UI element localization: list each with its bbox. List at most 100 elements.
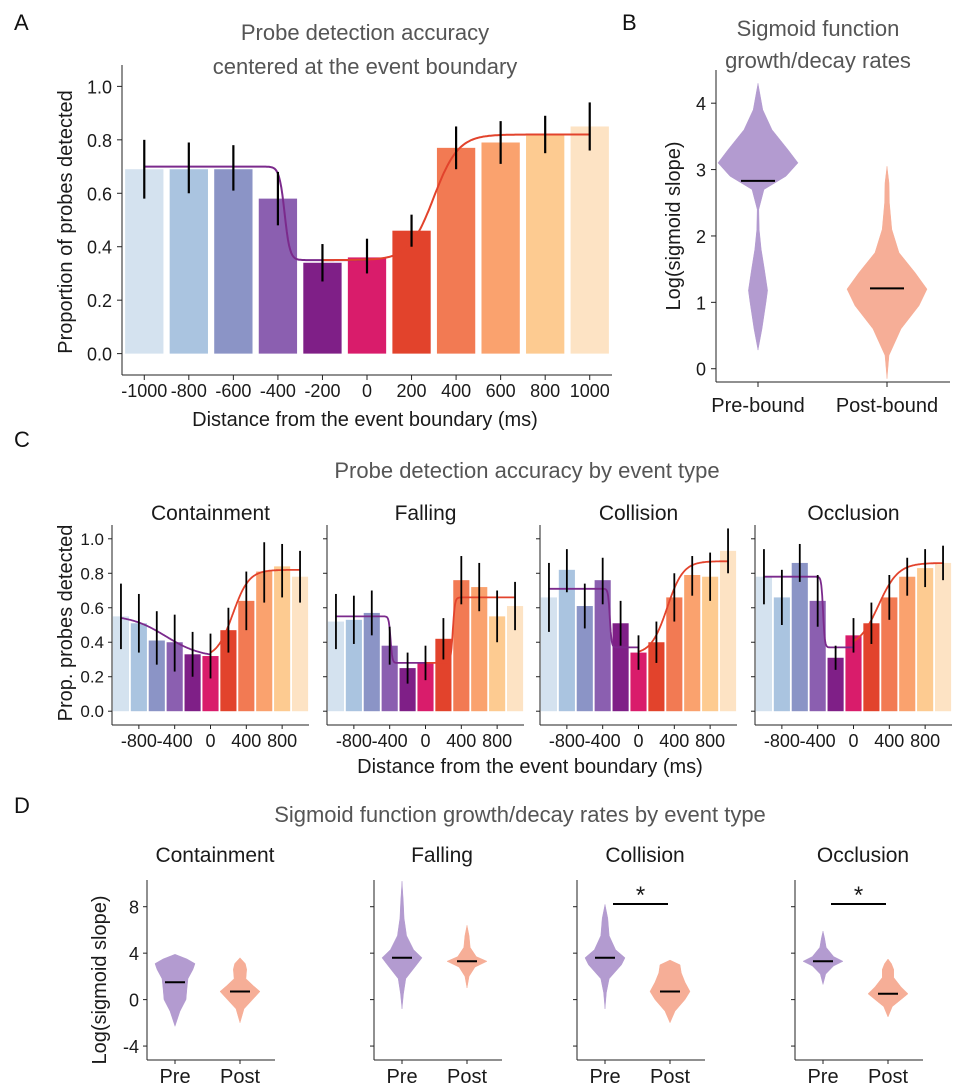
panel-c-xtick-label: -400 [800,731,836,751]
panel-c-bar [112,616,130,712]
panel-letter-a: A [14,10,29,35]
panel-c-bar [934,562,952,712]
panel-a-xtick-label: -800 [171,381,207,401]
panel-c-bar [399,668,416,712]
panel-letter-c: C [14,427,30,452]
panel-c-bar [809,600,826,712]
panel-d-subplot-title: Containment [155,844,274,867]
panel-b-plot: 0 1 2 3 4 Pre-bound Post-bound [696,70,950,417]
panel-c-fit-pre-curve [120,617,211,656]
panel-a-bar [481,142,520,354]
panel-d-violin-pre [802,930,844,985]
panel-d-subplot-occlusion: Occlusion Pre Post * [791,844,923,1085]
panel-c-bar [863,623,880,712]
panel-c-bar [471,587,488,712]
panel-c-bar [166,642,183,712]
panel-c-bar [594,580,611,712]
panel-c-xtick-label: 0 [633,731,643,751]
panel-c-bar [684,575,701,712]
panel-d-violin-post [446,925,488,989]
panel-c-bar [666,597,683,712]
panel-c-xtick-label: -800 [764,731,800,751]
panel-a-xtick-label: 400 [441,381,471,401]
panel-d-violin-post [219,957,261,1024]
panel-a-xtick-label: 800 [530,381,560,401]
panel-c-ytick-label: 0.4 [80,633,104,652]
panel-a-xtick-label: -1000 [121,381,167,401]
panel-b-ytick-label: 3 [696,161,706,181]
panel-c-subplot-title: Collision [599,502,678,525]
panel-c-ytick-label: 0.0 [80,702,104,721]
panel-b-title-line-2: growth/decay rates [725,48,911,73]
panel-a-bar [169,169,208,354]
panel-b-ytick-label: 4 [696,94,706,114]
panel-c-xtick-label: 400 [231,731,261,751]
panel-b-ytick-label: 2 [696,227,706,247]
panel-c-bar [917,568,934,712]
panel-c-xtick-label: -400 [372,731,408,751]
panel-a-title-line-2: centered at the event boundary [213,54,518,79]
panel-a-bar [570,126,609,354]
panel-b-ytick-label: 0 [696,360,706,380]
panel-c-xtick-label: 800 [695,731,725,751]
plot-layer: 0.00.20.40.60.81.0-1000 -800 -600 -400 -200 0… [80,65,952,1085]
panel-c-subplot-collision: Collision -800 -400 0 400 800 [536,502,737,751]
panel-a-xlabel: Distance from the event boundary (ms) [192,409,538,431]
panel-b-title-line-1: Sigmoid function [737,16,900,41]
panel-a-bar [392,230,431,354]
panel-a-bar [436,147,476,354]
panel-a-ytick-label: 0.2 [87,291,112,311]
panel-d-ytick-label: 8 [129,898,139,918]
panel-c-bar [327,621,345,712]
panel-c-bar [630,652,647,712]
panel-d-subplot-title: Occlusion [817,844,909,867]
panel-c-xtick-label: 800 [482,731,512,751]
panel-c-bar [489,616,506,712]
panel-c-subplot-title: Falling [395,502,457,525]
panel-c-bar [612,623,629,712]
panel-d-xtick-label: Pre [589,1066,620,1085]
panel-c-ylabel: Prop. probes detected [55,525,77,722]
panel-d-xtick-label: Post [650,1066,690,1085]
panel-c-bar [274,566,291,712]
panel-a-xtick-label: 200 [397,381,427,401]
panel-d-xtick-label: Pre [807,1066,838,1085]
panel-d-ytick-label: 4 [129,944,139,964]
panel-c-xtick-label: -800 [336,731,372,751]
panel-c-bar [899,576,916,712]
panel-c-subplot-title: Containment [151,502,270,525]
panel-b-xtick-label: Pre-bound [711,395,804,417]
panel-c-fit-pre-curve [764,575,854,649]
panel-c-bar [453,580,470,712]
panel-a-xtick-label: 1000 [570,381,610,401]
panel-c-bar [755,576,773,712]
panel-a-xtick-label: -400 [260,381,296,401]
panel-a-ytick-label: 0.6 [87,184,112,204]
panel-c-xtick-label: 400 [659,731,689,751]
panel-c-subplot-title: Occlusion [807,502,899,525]
panel-d-ylabel: Log(sigmoid slope) [89,896,111,1065]
panel-c-bar [345,619,362,712]
panel-c-xtick-label: 0 [848,731,858,751]
panel-c-title: Probe detection accuracy by event type [334,458,719,483]
panel-c-fit-post-curve [425,596,515,664]
panel-a-xtick-label: -200 [304,381,340,401]
panel-c-bar [540,597,558,712]
panel-a-xtick-label: 0 [362,381,372,401]
panel-c-bar [130,623,147,712]
panel-c-fit-post-curve [638,560,728,653]
panel-a-xtick-label: 600 [486,381,516,401]
panel-b-violin-pre [717,83,799,351]
panel-c-ytick-label: 0.8 [80,564,104,583]
panel-c-fit-post-curve [209,568,300,654]
panel-c-bar [148,640,165,712]
panel-d-violin-pre [154,954,196,1027]
panel-c-bar [256,571,273,712]
panel-d-subplot-title: Collision [605,844,684,867]
panel-d-ytick-label: 0 [129,991,139,1011]
panel-a-ytick-label: 0.0 [87,345,112,365]
panel-d-subplot-containment: Containment 8 4 0 -4 Pre Post [123,844,275,1085]
panel-c-bar [184,654,201,712]
panel-d-violin-pre [381,880,423,1010]
panel-c-xtick-label: 400 [446,731,476,751]
